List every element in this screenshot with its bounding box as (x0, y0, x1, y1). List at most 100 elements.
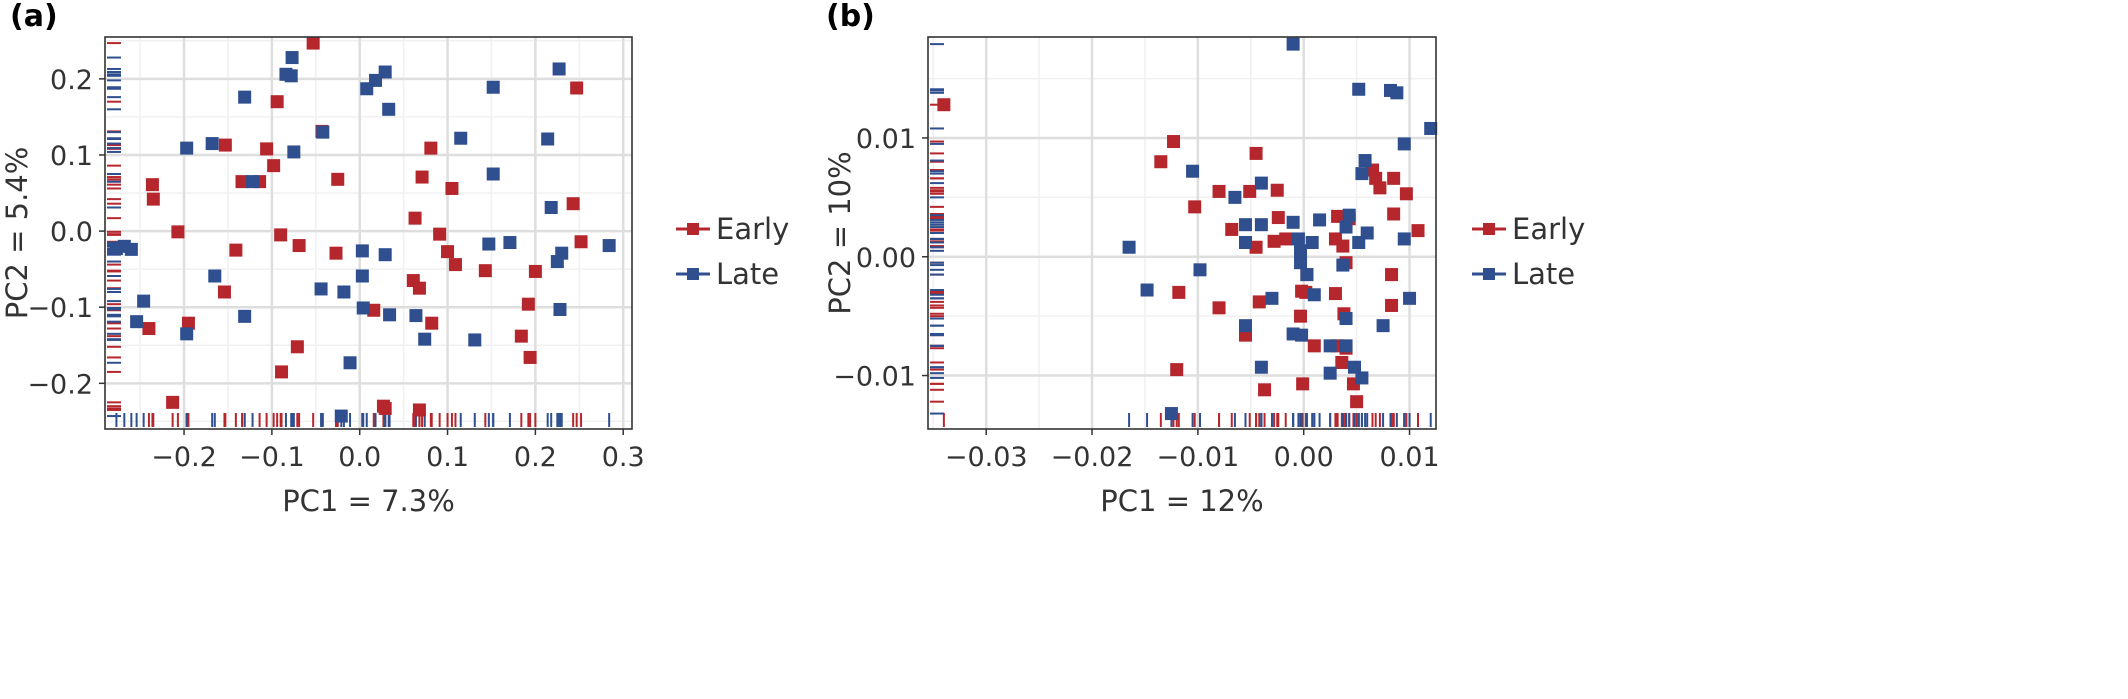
data-point-early (433, 227, 447, 241)
data-point-early (217, 285, 231, 299)
data-point-early (1212, 301, 1226, 315)
y-axis-title: PC2 = 10% (823, 151, 857, 314)
data-point-early (566, 197, 580, 211)
legend-marker (1483, 223, 1495, 235)
x-tick-label: 0.2 (514, 442, 557, 473)
data-point-early (1385, 298, 1399, 312)
data-point-late (1300, 268, 1314, 282)
data-point-early (1271, 211, 1285, 225)
data-point-early (1387, 171, 1401, 185)
data-point-late (1228, 190, 1242, 204)
legend-label: Early (1512, 212, 1585, 246)
legend-marker (687, 268, 699, 280)
x-tick-label: 0.0 (338, 442, 381, 473)
data-point-early (145, 178, 159, 192)
data-point-late (550, 255, 564, 269)
data-point-early (1225, 222, 1239, 236)
data-point-early (1249, 146, 1263, 160)
data-point-late (343, 356, 357, 370)
data-point-late (602, 239, 616, 253)
y-tick-label: 0.01 (856, 124, 916, 155)
data-point-early (441, 245, 455, 259)
data-point-late (503, 236, 517, 250)
data-point-late (553, 302, 567, 316)
data-point-late (1239, 236, 1252, 250)
x-axis-title: PC1 = 7.3% (282, 484, 455, 518)
data-point-early (1243, 184, 1257, 198)
data-point-late (1305, 236, 1319, 250)
legend-label: Early (716, 212, 789, 246)
data-point-late (1403, 291, 1417, 305)
data-point-early (274, 228, 288, 242)
data-point-late (378, 65, 392, 79)
data-point-early (415, 170, 429, 184)
data-point-early (1270, 183, 1284, 197)
data-point-late (238, 309, 252, 323)
data-point-early (1154, 155, 1168, 169)
data-point-early (937, 98, 951, 112)
data-point-late (1376, 319, 1390, 333)
data-point-early (478, 264, 492, 278)
legend-item-late: Late (1472, 257, 1575, 291)
data-point-late (1342, 208, 1356, 222)
data-point-late (180, 141, 194, 155)
y-tick-label: −0.1 (27, 293, 93, 324)
data-point-late (1339, 339, 1353, 353)
data-point-late (1323, 339, 1337, 353)
data-point-late (246, 175, 260, 189)
data-point-late (482, 237, 496, 251)
data-point-late (1193, 263, 1207, 277)
data-point-late (356, 301, 370, 315)
x-tick-label: 0.01 (1379, 442, 1439, 473)
data-point-early (523, 350, 537, 364)
y-tick-label: 0.1 (50, 141, 93, 172)
data-point-early (275, 365, 289, 379)
data-point-late (382, 102, 396, 116)
panel-label: (a) (10, 0, 58, 34)
data-point-early (292, 239, 306, 253)
data-point-late (1286, 37, 1300, 51)
data-point-late (1355, 371, 1369, 385)
data-point-late (284, 69, 298, 83)
data-point-early (1279, 232, 1293, 246)
data-point-late (316, 125, 330, 139)
data-point-late (355, 269, 369, 283)
data-point-early (1170, 363, 1184, 377)
data-point-late (285, 51, 299, 65)
legend-item-early: Early (676, 212, 789, 246)
data-point-late (1140, 283, 1154, 297)
data-point-early (1350, 395, 1364, 409)
data-point-late (1254, 218, 1268, 232)
data-point-late (1186, 164, 1200, 178)
data-point-early (260, 142, 274, 156)
data-point-late (1390, 86, 1404, 100)
data-point-late (124, 242, 138, 256)
data-point-early (1387, 207, 1401, 221)
data-point-late (544, 201, 558, 215)
data-point-late (1307, 288, 1321, 302)
data-point-early (306, 36, 320, 50)
x-tick-label: −0.1 (239, 442, 305, 473)
data-point-early (171, 225, 185, 239)
data-point-late (1336, 258, 1350, 272)
data-point-late (1294, 244, 1308, 258)
data-point-late (454, 131, 468, 145)
data-point-late (1352, 236, 1366, 250)
legend-label: Late (1512, 257, 1575, 291)
data-point-early (146, 192, 160, 206)
data-point-late (383, 308, 397, 322)
data-point-early (528, 264, 542, 278)
data-point-late (137, 294, 151, 308)
legend-item-early: Early (1472, 212, 1585, 246)
data-point-early (1252, 295, 1266, 309)
data-point-late (180, 327, 194, 341)
y-tick-label: 0.00 (856, 243, 916, 274)
data-point-early (1294, 309, 1308, 323)
data-point-early (378, 401, 392, 415)
data-point-early (229, 243, 243, 257)
data-point-late (1294, 256, 1308, 270)
data-point-early (1335, 355, 1349, 369)
panel-label: (b) (826, 0, 875, 34)
data-point-late (1254, 176, 1268, 190)
data-point-late (360, 82, 374, 96)
